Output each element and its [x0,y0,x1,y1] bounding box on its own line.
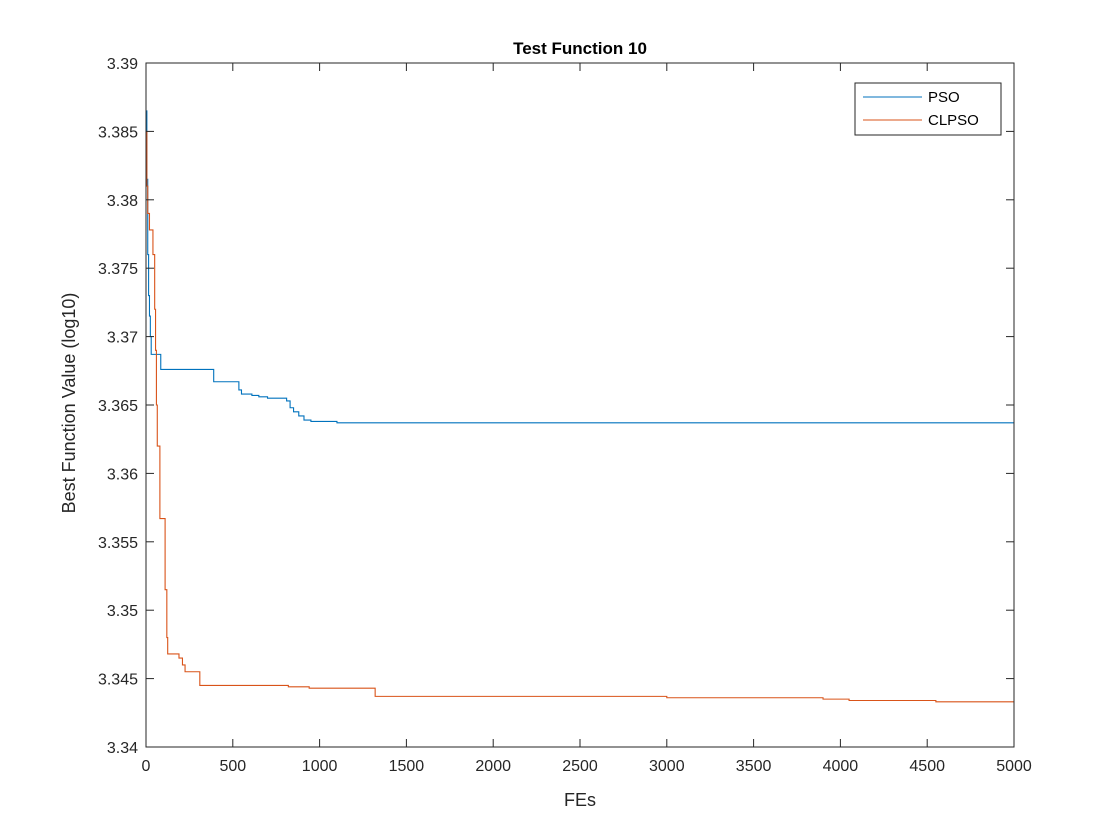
x-tick-label: 4000 [823,758,859,775]
x-tick-label: 2500 [562,758,598,775]
y-tick-label: 3.365 [98,398,138,415]
series-layer [146,110,1014,703]
x-tick-label: 4500 [909,758,945,775]
y-tick-label: 3.385 [98,124,138,141]
y-tick-label: 3.34 [107,740,138,757]
y-tick-label: 3.38 [107,193,138,210]
legend-label-clpso: CLPSO [928,112,979,129]
legend-box [854,82,1002,136]
y-tick-label: 3.375 [98,261,138,278]
ticks-layer: 0 500 1000 1500 2000 2500 3000 3500 4000 4500 5000… [98,56,1032,775]
y-tick-label: 3.39 [107,56,138,73]
x-tick-label: 0 [142,758,151,775]
x-axis-label: FEs [564,790,596,810]
legend-label-pso: PSO [928,89,960,106]
chart-title: Test Function 10 [513,39,647,58]
y-tick-label: 3.355 [98,535,138,552]
y-tick-label: 3.36 [107,466,138,483]
series-line-pso [146,110,1014,424]
x-tick-label: 1000 [302,758,338,775]
x-tick-label: 3500 [736,758,772,775]
y-tick-label: 3.37 [107,330,138,347]
y-tick-label: 3.345 [98,672,138,689]
series-line-clpso [146,130,1014,703]
legend: PSO CLPSO [854,82,1002,136]
x-tick-label: 3000 [649,758,685,775]
y-axis-label: Best Function Value (log10) [59,293,79,514]
plot-area [146,63,1014,747]
x-tick-label: 500 [219,758,246,775]
x-tick-label: 2000 [475,758,511,775]
y-tick-label: 3.35 [107,603,138,620]
x-tick-label: 1500 [389,758,425,775]
x-tick-label: 5000 [996,758,1032,775]
